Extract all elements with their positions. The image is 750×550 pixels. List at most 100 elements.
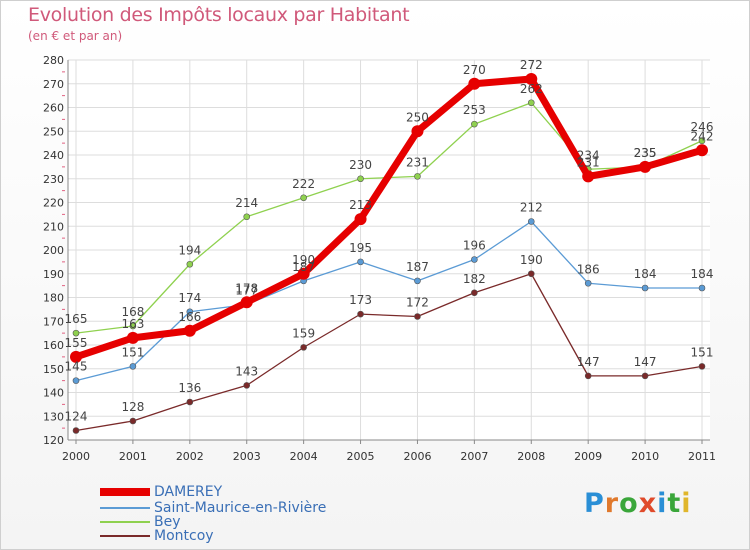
- data-point: [183, 324, 196, 337]
- data-point: [357, 310, 364, 318]
- logo-letter: t: [667, 488, 682, 519]
- x-tick-label: 2001: [119, 450, 147, 463]
- data-point: [698, 363, 706, 370]
- data-label: 174: [178, 291, 201, 305]
- y-tick-label: 270: [43, 78, 64, 91]
- x-tick-label: 2007: [460, 450, 488, 463]
- data-label: 187: [406, 260, 429, 274]
- data-label: 151: [121, 345, 144, 359]
- y-tick-label: 230: [43, 173, 64, 186]
- data-label: 159: [292, 326, 315, 340]
- series-line: [75, 220, 702, 382]
- data-point: [527, 270, 535, 278]
- y-tick-label: 180: [43, 292, 64, 305]
- data-point: [72, 329, 80, 337]
- data-label: 235: [634, 146, 657, 160]
- data-point: [527, 99, 535, 107]
- y-tick-label: 160: [43, 339, 64, 352]
- y-tick-label: 130: [43, 410, 64, 423]
- data-point: [414, 313, 421, 320]
- data-point: [126, 331, 139, 344]
- data-point: [186, 260, 194, 268]
- data-point: [243, 213, 251, 221]
- data-point: [297, 267, 310, 280]
- data-label: 178: [235, 281, 258, 295]
- x-tick-label: 2010: [631, 450, 659, 463]
- data-label: 163: [121, 317, 144, 331]
- data-label: 212: [520, 201, 543, 215]
- data-point: [471, 289, 478, 297]
- x-tick-label: 2008: [517, 450, 545, 463]
- data-point: [641, 372, 649, 380]
- data-point: [300, 344, 307, 351]
- data-label: 231: [406, 155, 429, 169]
- data-label: 186: [577, 262, 600, 276]
- data-point: [129, 363, 137, 370]
- data-point: [186, 308, 194, 316]
- data-label: 165: [65, 312, 88, 326]
- logo-letter: r: [604, 488, 620, 519]
- data-label: 172: [406, 296, 429, 310]
- proxiti-logo: Proxiti: [584, 488, 692, 519]
- legend-swatch-montcoy: [100, 535, 150, 537]
- data-point: [584, 279, 592, 287]
- data-label: 270: [463, 63, 486, 77]
- chart-subtitle: (en € et par an): [28, 29, 123, 43]
- data-label: 194: [178, 243, 201, 257]
- data-label: 177: [235, 284, 258, 298]
- data-label: 173: [349, 293, 372, 307]
- data-point: [696, 144, 708, 157]
- data-label: 136: [178, 381, 201, 395]
- data-point: [357, 175, 364, 183]
- data-label: 166: [178, 310, 201, 324]
- legend-label-damerey: DAMEREY: [154, 484, 223, 500]
- logo-letter: x: [638, 488, 658, 519]
- data-label: 230: [349, 158, 372, 172]
- data-point: [411, 125, 424, 138]
- data-label: 184: [634, 267, 657, 281]
- data-point: [471, 120, 478, 128]
- data-label: 147: [634, 355, 657, 369]
- data-label: 195: [349, 241, 372, 255]
- data-point: [243, 382, 251, 389]
- data-point: [582, 170, 595, 183]
- x-tick-label: 2004: [290, 450, 318, 463]
- data-point: [414, 173, 421, 180]
- data-label: 147: [577, 355, 600, 369]
- data-label: 151: [691, 345, 714, 359]
- x-tick-label: 2000: [62, 450, 90, 463]
- data-point: [698, 284, 706, 292]
- data-label: 262: [520, 82, 543, 96]
- legend-swatch-bey: [100, 521, 150, 523]
- data-point: [240, 296, 253, 309]
- data-point: [72, 427, 80, 434]
- data-point: [186, 398, 194, 406]
- y-tick-label: 280: [43, 54, 64, 67]
- data-label: 124: [65, 410, 88, 424]
- series-line: [75, 273, 703, 432]
- y-tick-label: 250: [43, 125, 64, 138]
- y-tick-label: 260: [43, 102, 64, 115]
- y-tick-label: 240: [43, 149, 64, 162]
- data-point: [129, 417, 137, 425]
- data-point: [354, 213, 367, 226]
- data-label: 242: [691, 129, 714, 143]
- x-tick-label: 2003: [233, 450, 261, 463]
- legend-swatch-damerey: [100, 488, 150, 496]
- data-label: 143: [235, 364, 258, 378]
- data-label: 222: [292, 177, 315, 191]
- y-tick-label: 170: [43, 315, 64, 328]
- data-point: [641, 284, 649, 292]
- data-point: [471, 256, 478, 263]
- data-label: 190: [520, 253, 543, 267]
- y-tick-label: 150: [43, 363, 64, 376]
- data-label: 231: [577, 155, 600, 169]
- data-label: 253: [463, 103, 486, 117]
- logo-letter: i: [681, 488, 692, 519]
- x-tick-label: 2005: [347, 450, 375, 463]
- series-line: [74, 75, 703, 361]
- x-tick-label: 2009: [574, 450, 602, 463]
- y-tick-label: 140: [43, 387, 64, 400]
- data-point: [72, 377, 80, 384]
